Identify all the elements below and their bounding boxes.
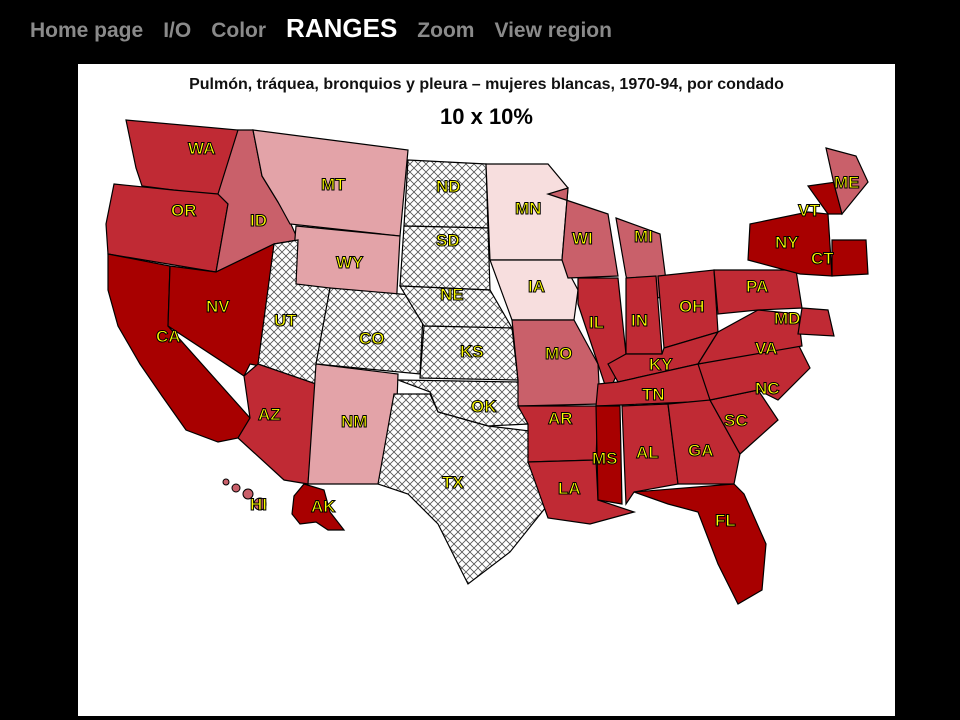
state-label-ny: NY — [775, 233, 799, 252]
state-label-nv: NV — [206, 297, 230, 316]
state-shapes — [105, 119, 869, 605]
state-label-in: IN — [631, 311, 648, 330]
state-md[interactable] — [797, 307, 835, 337]
state-label-vt: VT — [798, 201, 820, 220]
state-label-tn: TN — [642, 385, 665, 404]
state-label-mi: MI — [634, 227, 653, 246]
state-label-al: AL — [636, 443, 659, 462]
state-ak[interactable] — [291, 483, 346, 531]
state-label-ne: NE — [440, 285, 464, 304]
state-ms[interactable] — [595, 405, 623, 505]
state-label-nm: NM — [341, 412, 367, 431]
state-me[interactable] — [825, 147, 869, 216]
state-label-ia: IA — [528, 277, 545, 296]
state-mt[interactable] — [252, 129, 409, 237]
state-label-pa: PA — [746, 277, 768, 296]
state-label-sd: SD — [436, 231, 460, 250]
state-label-ok: OK — [471, 397, 497, 416]
state-mo[interactable] — [511, 319, 601, 407]
map-title: Pulmón, tráquea, bronquios y pleura – mu… — [189, 76, 784, 93]
state-label-wa: WA — [188, 139, 215, 158]
state-ia[interactable] — [489, 259, 579, 321]
state-ct[interactable] — [831, 239, 869, 277]
state-label-nc: NC — [755, 379, 780, 398]
state-label-wi: WI — [572, 229, 593, 248]
map-panel: Pulmón, tráquea, bronquios y pleura – mu… — [78, 64, 895, 716]
state-label-nd: ND — [436, 177, 461, 196]
state-tx[interactable] — [377, 393, 551, 585]
state-label-mt: MT — [321, 175, 346, 194]
state-al[interactable] — [621, 403, 679, 506]
state-wi[interactable] — [546, 187, 619, 279]
state-ga[interactable] — [667, 399, 741, 485]
hawaii-island[interactable] — [253, 497, 267, 511]
state-label-fl: FL — [715, 511, 736, 530]
us-county-map[interactable]: WA OR CA ID NV MT WY UT CO AZ NM ND SD NE KS OK TX MN IA MO… — [78, 64, 895, 716]
state-label-ks: KS — [460, 342, 484, 361]
state-label-ar: AR — [548, 409, 573, 428]
state-label-id: ID — [250, 211, 267, 230]
state-label-tx: TX — [442, 473, 464, 492]
state-label-hi: HI — [250, 495, 267, 514]
state-label-co: CO — [359, 329, 385, 348]
nav-io[interactable]: I/O — [163, 19, 192, 42]
state-label-la: LA — [558, 479, 581, 498]
state-label-az: AZ — [258, 405, 281, 424]
nav-home-page[interactable]: Home page — [30, 19, 144, 42]
nav-color[interactable]: Color — [211, 19, 267, 42]
state-fl[interactable] — [633, 483, 767, 605]
state-labels: WA OR CA ID NV MT WY UT CO AZ NM ND SD NE KS OK TX MN IA MO… — [156, 139, 861, 531]
hawaii-island[interactable] — [231, 483, 241, 493]
state-va[interactable] — [696, 309, 803, 365]
map-subtitle: 10 x 10% — [440, 104, 533, 129]
nav-view-region[interactable]: View region — [494, 19, 612, 42]
state-label-ak: AK — [311, 497, 336, 516]
state-label-il: IL — [589, 313, 604, 332]
state-label-or: OR — [171, 201, 197, 220]
state-la[interactable] — [527, 459, 637, 525]
state-label-ms: MS — [592, 449, 618, 468]
hawaii-island[interactable] — [242, 488, 254, 500]
state-az[interactable] — [237, 363, 317, 485]
state-label-mn: MN — [515, 199, 541, 218]
nav-ranges[interactable]: RANGES — [286, 12, 398, 43]
state-nv[interactable] — [167, 242, 275, 377]
state-label-ga: GA — [688, 441, 714, 460]
state-label-ct: CT — [811, 249, 834, 268]
hawaii-island[interactable] — [222, 478, 230, 486]
state-pa[interactable] — [713, 269, 803, 315]
top-navigation: Home page I/O Color RANGES Zoom View reg… — [0, 0, 960, 62]
state-label-me: ME — [834, 173, 860, 192]
state-label-oh: OH — [679, 297, 705, 316]
state-label-wy: WY — [336, 253, 364, 272]
state-label-ky: KY — [649, 355, 673, 374]
nav-zoom[interactable]: Zoom — [417, 19, 475, 42]
state-label-ca: CA — [156, 327, 181, 346]
state-label-va: VA — [755, 339, 777, 358]
state-label-mo: MO — [545, 344, 572, 363]
state-label-sc: SC — [724, 411, 748, 430]
state-label-ut: UT — [274, 311, 297, 330]
state-label-md: MD — [774, 309, 800, 328]
